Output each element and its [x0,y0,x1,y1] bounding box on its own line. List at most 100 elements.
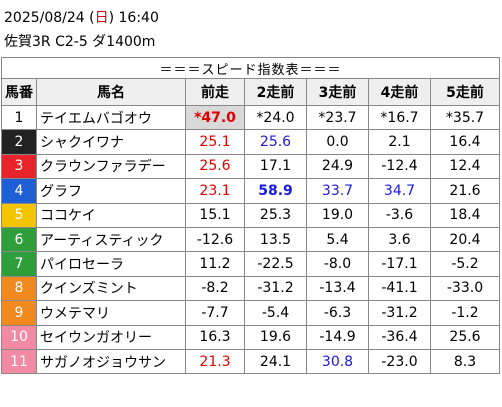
horse-name: サガノオジョウサン [36,348,186,375]
speed-index: -6.3 [306,300,369,326]
horse-number: 10 [1,324,37,350]
speed-index: 11.2 [185,251,245,277]
speed-index: -5.2 [430,251,500,277]
speed-index: 25.6 [430,324,500,350]
time: ) 16:40 [108,10,159,26]
horse-row: 6 アーティスティック -12.6 13.5 5.4 3.6 20.4 [1,226,500,253]
horse-number: 8 [1,275,37,302]
speed-index: 25.6 [244,129,307,155]
table-title: ＝＝＝スピード指数表＝＝＝ [1,57,500,79]
horse-number: 4 [1,178,37,204]
speed-index: 8.3 [430,348,500,375]
speed-index: -41.1 [368,275,431,302]
horse-name: クインズミント [36,275,186,302]
speed-index: 34.7 [368,178,431,204]
column-header: 前走 [185,78,245,106]
horse-name: クラウンファラデー [36,153,186,180]
speed-index: -12.4 [368,153,431,180]
horse-number: 7 [1,251,37,277]
column-header: 4走前 [368,78,431,106]
horse-name: グラフ [36,178,186,204]
horse-number: 11 [1,348,37,375]
date-line: 2025/08/24 (日) 16:40 [4,7,159,27]
speed-index: 25.6 [185,153,245,180]
speed-index: -1.2 [430,300,500,326]
column-header: 3走前 [306,78,369,106]
speed-index: -31.2 [368,300,431,326]
horse-number: 2 [1,129,37,155]
horse-name: シャクイワナ [36,129,186,155]
speed-index: *35.7 [430,104,500,131]
speed-index: 16.3 [185,324,245,350]
date: 2025/08/24 ( [4,10,95,26]
speed-index: -12.6 [185,226,245,253]
speed-index: 13.5 [244,226,307,253]
horse-name: テイエムバゴオウ [36,104,186,131]
speed-index: *16.7 [368,104,431,131]
speed-index: 30.8 [306,348,369,375]
speed-index: 24.1 [244,348,307,375]
speed-index: 18.4 [430,202,500,228]
weekday: 日 [94,10,109,26]
speed-index: -7.7 [185,300,245,326]
speed-index: 24.9 [306,153,369,180]
speed-index: 21.3 [185,348,245,375]
speed-index: -3.6 [368,202,431,228]
speed-index: 25.1 [185,129,245,155]
speed-index: -22.5 [244,251,307,277]
horse-row: 11 サガノオジョウサン 21.3 24.1 30.8 -23.0 8.3 [1,348,500,375]
speed-index: 12.4 [430,153,500,180]
horse-row: 3 クラウンファラデー 25.6 17.1 24.9 -12.4 12.4 [1,153,500,180]
speed-index: -14.9 [306,324,369,350]
speed-index: 17.1 [244,153,307,180]
horse-row: 4 グラフ 23.1 58.9 33.7 34.7 21.6 [1,178,500,204]
speed-index: 16.4 [430,129,500,155]
horse-number: 5 [1,202,37,228]
speed-index: 19.0 [306,202,369,228]
column-header: 2走前 [244,78,307,106]
speed-table: ＝＝＝スピード指数表＝＝＝ 馬番 馬名 前走 2走前 3走前 4走前 5走前 1 テイエムバゴオ… [1,57,500,375]
speed-index: 2.1 [368,129,431,155]
horse-number: 1 [1,104,37,131]
speed-index: -23.0 [368,348,431,375]
horse-row: 8 クインズミント -8.2 -31.2 -13.4 -41.1 -33.0 [1,275,500,302]
speed-index: -13.4 [306,275,369,302]
speed-index: *47.0 [185,104,245,131]
horse-name: ココケイ [36,202,186,228]
speed-index: 33.7 [306,178,369,204]
speed-index: -5.4 [244,300,307,326]
speed-index: 21.6 [430,178,500,204]
race-info: 佐賀3R C2-5 ダ1400m [4,34,156,50]
speed-index: -33.0 [430,275,500,302]
horse-name: ウメテマリ [36,300,186,326]
speed-index: -8.2 [185,275,245,302]
speed-index: 3.6 [368,226,431,253]
horse-number: 9 [1,300,37,326]
speed-index: -31.2 [244,275,307,302]
horse-name: アーティスティック [36,226,186,253]
horse-row: 7 パイロセーラ 11.2 -22.5 -8.0 -17.1 -5.2 [1,251,500,277]
speed-index: 20.4 [430,226,500,253]
speed-index: -17.1 [368,251,431,277]
speed-index: 19.6 [244,324,307,350]
horse-number: 3 [1,153,37,180]
column-header: 馬番 [1,78,37,106]
horse-row: 9 ウメテマリ -7.7 -5.4 -6.3 -31.2 -1.2 [1,300,500,326]
speed-index: 23.1 [185,178,245,204]
column-header: 5走前 [430,78,500,106]
speed-index: *24.0 [244,104,307,131]
speed-index: *23.7 [306,104,369,131]
horse-row: 10 セイウンガオリー 16.3 19.6 -14.9 -36.4 25.6 [1,324,500,350]
speed-index: 25.3 [244,202,307,228]
speed-index: 15.1 [185,202,245,228]
horse-row: 2 シャクイワナ 25.1 25.6 0.0 2.1 16.4 [1,129,500,155]
speed-index: -8.0 [306,251,369,277]
horse-number: 6 [1,226,37,253]
speed-index: 5.4 [306,226,369,253]
speed-index: -36.4 [368,324,431,350]
horse-name: セイウンガオリー [36,324,186,350]
horse-name: パイロセーラ [36,251,186,277]
column-header: 馬名 [36,78,186,106]
header-row: 馬番 馬名 前走 2走前 3走前 4走前 5走前 [1,78,500,106]
